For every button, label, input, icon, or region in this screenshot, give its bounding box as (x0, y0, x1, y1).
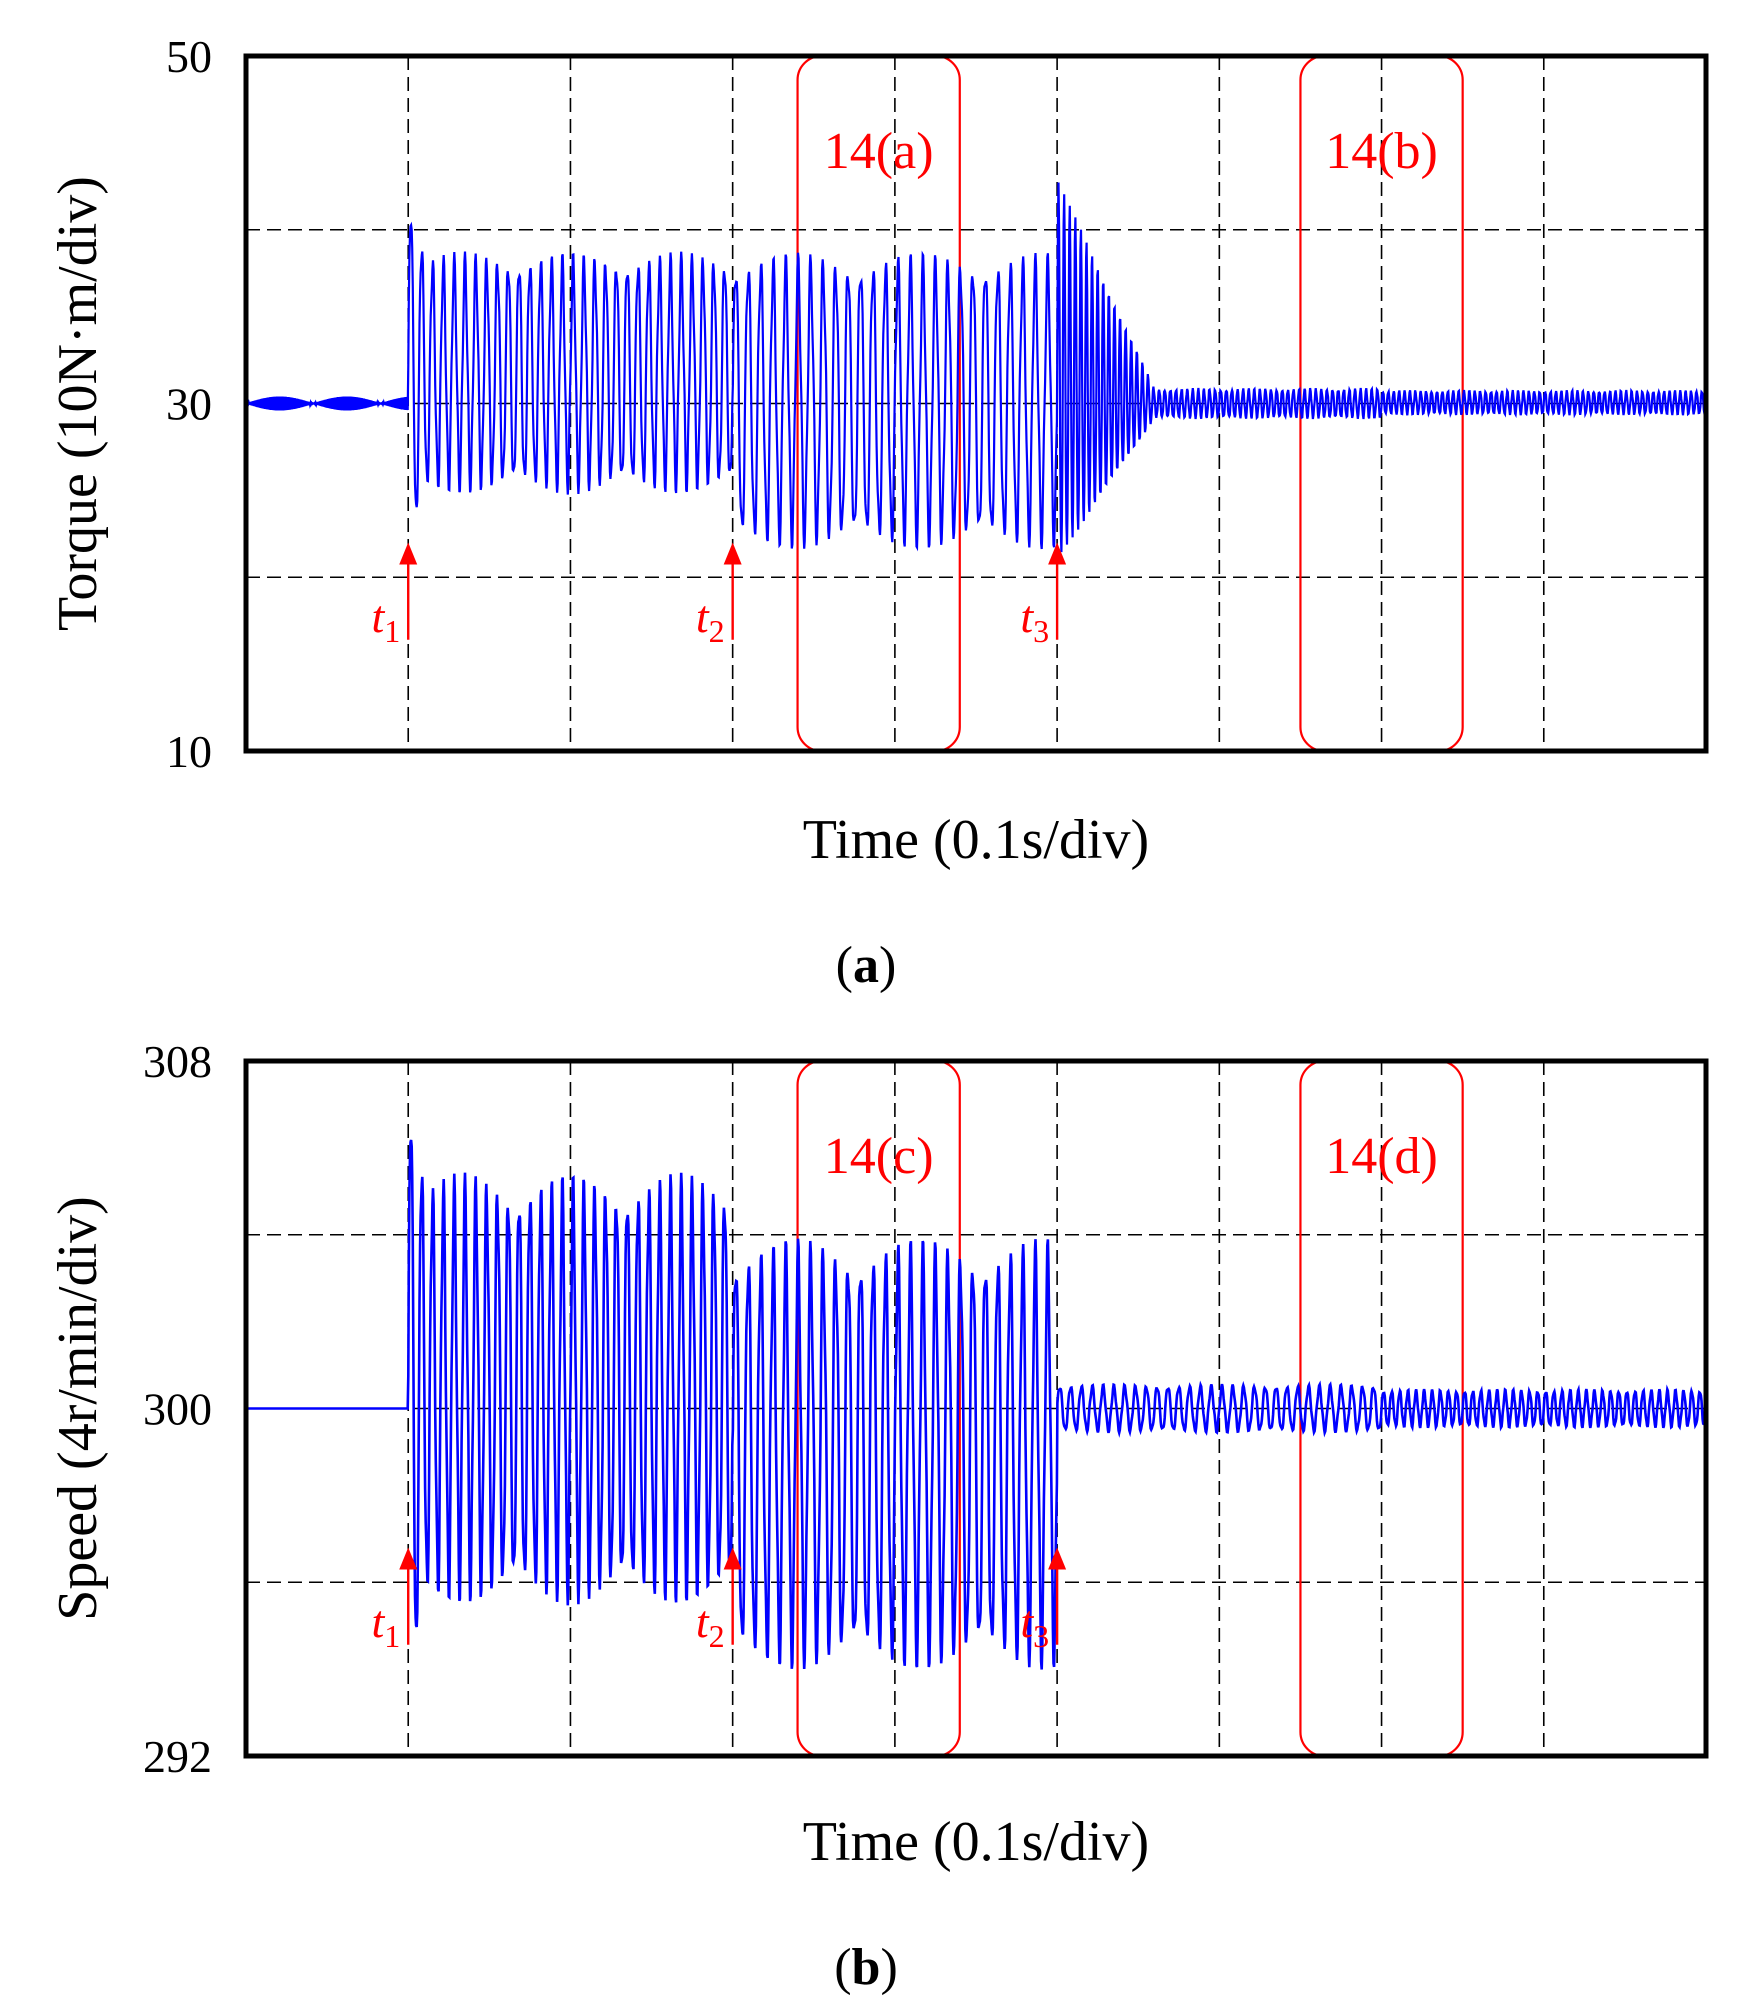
torque-event-label-t: t (371, 591, 385, 642)
panel-label-b-letter: b (852, 1939, 881, 1996)
speed-trace (246, 1139, 1708, 1670)
speed-event-label-sub: 1 (384, 1618, 400, 1654)
speed-y-axis-title: Speed (4r/min/div) (47, 1196, 109, 1621)
torque-event-label: t2 (696, 591, 725, 649)
torque-event-arrowhead (399, 542, 418, 565)
panel-label-a: (a) (836, 937, 897, 994)
torque-x-axis-title: Time (0.1s/div) (803, 809, 1149, 871)
torque-y-axis-title: Torque (10N·m/div) (47, 176, 109, 631)
torque-event-label-sub: 2 (709, 613, 725, 649)
speed-event-label-t: t (696, 1596, 710, 1647)
speed-ytick-bottom: 292 (143, 1731, 212, 1782)
speed-plot-frame (243, 1058, 1709, 1759)
torque-plot-frame (243, 53, 1709, 754)
speed-panel: 14(c) 14(d) t1 t2 t3 308 300 292 Speed (4r/… (47, 1036, 1709, 1996)
speed-event-label-t: t (371, 1596, 385, 1647)
torque-highlight-box-label: 14(a) (824, 123, 934, 180)
torque-highlight-box-label: 14(b) (1325, 123, 1438, 180)
torque-panel: 14(a) 14(b) t1 t2 t3 50 30 10 Torque (10N·m… (47, 31, 1709, 994)
speed-ytick-top: 308 (143, 1036, 212, 1087)
torque-ytick-top: 50 (166, 31, 212, 82)
speed-event-markers: t1 t2 t3 (371, 1547, 1067, 1654)
speed-event-arrowhead (399, 1547, 418, 1570)
torque-trace (245, 182, 1708, 553)
speed-event-label-sub: 2 (709, 1618, 725, 1654)
panel-label-b: (b) (834, 1939, 898, 1996)
speed-event-label-t: t (1020, 1596, 1034, 1647)
torque-event-label: t1 (371, 591, 400, 649)
speed-highlight-box-label: 14(c) (824, 1128, 934, 1185)
torque-ytick-mid: 30 (166, 379, 212, 430)
torque-event-arrowhead (723, 542, 742, 565)
speed-event-arrowhead (723, 1547, 742, 1570)
speed-event-arrowhead (1048, 1547, 1067, 1570)
torque-event-label-t: t (696, 591, 710, 642)
torque-event-markers: t1 t2 t3 (371, 542, 1067, 649)
speed-highlight-box-label: 14(d) (1325, 1128, 1438, 1185)
torque-event-label-sub: 3 (1033, 613, 1049, 649)
speed-x-axis-title: Time (0.1s/div) (803, 1811, 1149, 1873)
torque-ytick-bottom: 10 (166, 726, 212, 777)
speed-ytick-mid: 300 (143, 1384, 212, 1435)
speed-y-ticks: 308 300 292 (143, 1036, 212, 1782)
panel-label-a-letter: a (853, 937, 879, 994)
torque-event-label-t: t (1020, 591, 1034, 642)
torque-event-label: t3 (1020, 591, 1049, 649)
torque-event-label-sub: 1 (384, 613, 400, 649)
speed-event-label: t3 (1020, 1596, 1049, 1654)
speed-event-label-sub: 3 (1033, 1618, 1049, 1654)
torque-event-arrowhead (1048, 542, 1067, 565)
speed-event-label: t2 (696, 1596, 725, 1654)
torque-y-ticks: 50 30 10 (166, 31, 212, 777)
speed-event-label: t1 (371, 1596, 400, 1654)
